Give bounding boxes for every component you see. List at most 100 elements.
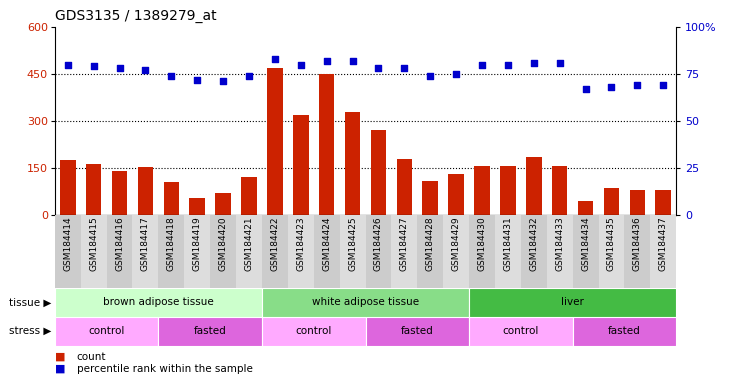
Bar xyxy=(184,215,211,288)
Bar xyxy=(262,288,469,317)
Point xyxy=(217,78,229,84)
Text: GSM184430: GSM184430 xyxy=(477,217,487,271)
Text: GSM184415: GSM184415 xyxy=(89,217,98,271)
Text: tissue ▶: tissue ▶ xyxy=(9,297,51,308)
Bar xyxy=(656,190,671,215)
Bar xyxy=(55,288,262,317)
Bar xyxy=(604,189,619,215)
Point xyxy=(140,67,151,73)
Bar xyxy=(469,317,572,346)
Bar xyxy=(107,215,132,288)
Bar xyxy=(319,74,334,215)
Text: GSM184432: GSM184432 xyxy=(529,217,538,271)
Bar xyxy=(60,160,75,215)
Bar xyxy=(629,190,645,215)
Point xyxy=(114,65,126,71)
Bar xyxy=(443,215,469,288)
Text: GSM184419: GSM184419 xyxy=(193,217,202,271)
Text: GSM184414: GSM184414 xyxy=(64,217,72,271)
Text: GSM184425: GSM184425 xyxy=(348,217,357,271)
Bar xyxy=(521,215,547,288)
Text: GSM184422: GSM184422 xyxy=(270,217,279,271)
Point xyxy=(476,61,488,68)
Text: GSM184433: GSM184433 xyxy=(555,217,564,271)
Bar xyxy=(86,164,102,215)
Bar xyxy=(340,215,366,288)
Bar xyxy=(552,166,567,215)
Point xyxy=(528,60,539,66)
Text: GSM184416: GSM184416 xyxy=(115,217,124,271)
Bar xyxy=(469,215,495,288)
Bar xyxy=(80,215,107,288)
Point xyxy=(373,65,385,71)
Bar xyxy=(371,131,386,215)
Point xyxy=(632,82,643,88)
Point xyxy=(295,61,306,68)
Bar xyxy=(293,115,308,215)
Text: GSM184426: GSM184426 xyxy=(374,217,383,271)
Bar xyxy=(288,215,314,288)
Text: fasted: fasted xyxy=(608,326,641,336)
Point xyxy=(243,73,255,79)
Text: control: control xyxy=(503,326,539,336)
Bar xyxy=(159,317,262,346)
Bar xyxy=(164,182,179,215)
Text: GSM184421: GSM184421 xyxy=(244,217,254,271)
Text: ■: ■ xyxy=(55,352,65,362)
Text: GSM184431: GSM184431 xyxy=(504,217,512,271)
Bar xyxy=(448,174,464,215)
Point xyxy=(321,58,333,64)
Bar xyxy=(236,215,262,288)
Bar xyxy=(526,157,542,215)
Text: GSM184423: GSM184423 xyxy=(296,217,306,271)
Bar xyxy=(495,215,520,288)
Bar xyxy=(267,68,283,215)
Bar xyxy=(572,317,676,346)
Bar xyxy=(469,288,676,317)
Text: GSM184420: GSM184420 xyxy=(219,217,227,271)
Bar xyxy=(55,215,80,288)
Bar xyxy=(241,177,257,215)
Bar xyxy=(314,215,340,288)
Point xyxy=(554,60,566,66)
Point xyxy=(657,82,669,88)
Text: percentile rank within the sample: percentile rank within the sample xyxy=(77,364,253,374)
Text: GSM184437: GSM184437 xyxy=(659,217,667,271)
Point xyxy=(192,76,203,83)
Bar xyxy=(423,180,438,215)
Point xyxy=(165,73,177,79)
Text: stress ▶: stress ▶ xyxy=(9,326,51,336)
Bar xyxy=(417,215,443,288)
Bar xyxy=(132,215,159,288)
Bar xyxy=(572,215,599,288)
Bar xyxy=(366,317,469,346)
Bar xyxy=(262,215,288,288)
Text: ■: ■ xyxy=(55,364,65,374)
Bar xyxy=(55,317,159,346)
Bar xyxy=(396,159,412,215)
Text: GSM184434: GSM184434 xyxy=(581,217,590,271)
Point xyxy=(398,65,410,71)
Bar xyxy=(624,215,651,288)
Text: GSM184427: GSM184427 xyxy=(400,217,409,271)
Text: GSM184428: GSM184428 xyxy=(425,217,435,271)
Point xyxy=(346,58,358,64)
Bar xyxy=(474,166,490,215)
Bar xyxy=(262,317,366,346)
Point xyxy=(605,84,617,90)
Bar xyxy=(651,215,676,288)
Text: liver: liver xyxy=(561,297,584,308)
Text: control: control xyxy=(295,326,332,336)
Text: control: control xyxy=(88,326,125,336)
Point xyxy=(450,71,462,77)
Bar xyxy=(345,112,360,215)
Point xyxy=(269,56,281,62)
Text: GSM184436: GSM184436 xyxy=(633,217,642,271)
Bar xyxy=(500,166,515,215)
Bar xyxy=(189,198,205,215)
Point xyxy=(425,73,436,79)
Bar xyxy=(216,193,231,215)
Point xyxy=(88,63,99,70)
Point xyxy=(580,86,591,92)
Text: GSM184429: GSM184429 xyxy=(452,217,461,271)
